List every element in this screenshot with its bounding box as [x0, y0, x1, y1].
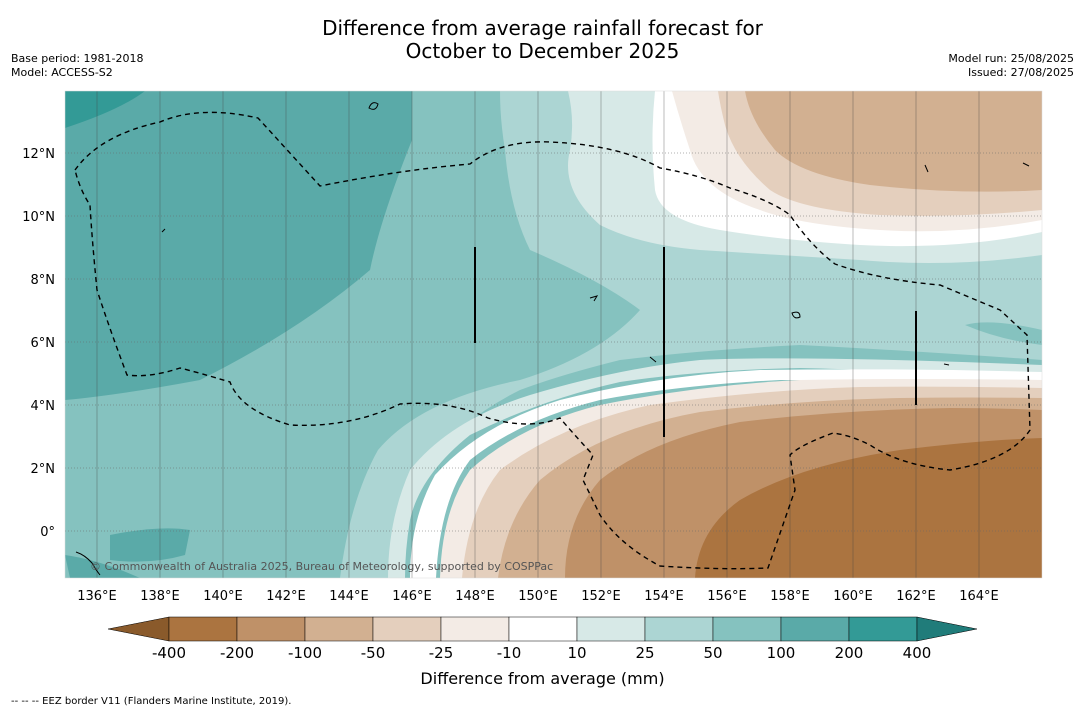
colorbar-swatch — [576, 616, 646, 642]
colorbar-label: -25 — [428, 644, 454, 662]
colorbar-swatch — [440, 616, 510, 642]
map-plot-area: © Commonwealth of Australia 2025, Bureau… — [65, 91, 1042, 578]
colorbar-swatch — [508, 616, 578, 642]
meta-right: Model run: 25/08/2025 Issued: 27/08/2025 — [948, 52, 1074, 80]
lon-label: 142°E — [266, 589, 306, 604]
lon-label: 138°E — [140, 589, 180, 604]
lat-label: 8°N — [31, 273, 56, 288]
colorbar-label: 100 — [766, 644, 796, 662]
graticule — [65, 152, 1042, 532]
colorbar-label: -400 — [151, 644, 187, 662]
lat-label: 6°N — [31, 336, 56, 351]
lon-label: 152°E — [581, 589, 621, 604]
band-100-200-sw — [65, 555, 140, 578]
base-period: Base period: 1981-2018 — [11, 52, 144, 65]
colorbar-swatch — [848, 616, 918, 642]
colorbar — [107, 616, 978, 642]
issued-date: Issued: 27/08/2025 — [967, 66, 1074, 79]
lon-label: 150°E — [518, 589, 558, 604]
lat-label: 12°N — [22, 147, 55, 162]
lon-label: 144°E — [329, 589, 369, 604]
map-title-line1: Difference from average rainfall forecas… — [322, 16, 763, 40]
meridians — [96, 91, 980, 578]
lat-label: 0° — [40, 525, 55, 540]
lon-label: 158°E — [770, 589, 810, 604]
band-minus50-100-north — [745, 91, 1042, 192]
colorbar-swatch — [780, 616, 850, 642]
lon-label: 164°E — [959, 589, 999, 604]
colorbar-swatch — [916, 616, 978, 642]
lat-axis: 12°N 10°N 8°N 6°N 4°N 2°N 0° — [22, 147, 55, 540]
lon-label: 154°E — [644, 589, 684, 604]
colorbar-label: -100 — [287, 644, 323, 662]
meta-left: Base period: 1981-2018 Model: ACCESS-S2 — [11, 52, 143, 80]
islands — [75, 102, 1030, 576]
colorbar-label: 200 — [834, 644, 864, 662]
colorbar-title: Difference from average (mm) — [420, 669, 665, 688]
colorbar-swatch — [168, 616, 238, 642]
eez-border — [74, 111, 1031, 570]
band-100-200-south — [110, 528, 190, 562]
map-title-line2: October to December 2025 — [405, 39, 680, 63]
lon-label: 160°E — [833, 589, 873, 604]
lon-label: 146°E — [392, 589, 432, 604]
colorbar-swatch — [304, 616, 374, 642]
model-name: Model: ACCESS-S2 — [11, 66, 113, 79]
lat-label: 4°N — [31, 399, 56, 414]
band-100-200 — [65, 91, 412, 400]
map-frame — [64, 90, 1043, 579]
colorbar-swatch — [712, 616, 782, 642]
colorbar-swatch — [236, 616, 306, 642]
colorbar-label: 50 — [703, 644, 723, 662]
colorbar-label: -10 — [496, 644, 522, 662]
lon-label: 148°E — [455, 589, 495, 604]
colorbar-label: 25 — [635, 644, 655, 662]
colorbar-swatch — [107, 616, 170, 642]
colorbar-label: 400 — [902, 644, 932, 662]
colorbar-label: -50 — [360, 644, 386, 662]
eez-footnote: -- -- -- EEZ border V11 (Flanders Marine… — [11, 696, 292, 707]
band-minus200-400 — [695, 438, 1042, 578]
lat-label: 2°N — [31, 462, 56, 477]
band-200-400 — [65, 91, 145, 128]
model-run: Model run: 25/08/2025 — [948, 52, 1074, 65]
lon-label: 156°E — [707, 589, 747, 604]
lon-label: 162°E — [896, 589, 936, 604]
lon-axis: 136°E 138°E 140°E 142°E 144°E 146°E 148°… — [77, 589, 999, 604]
boundary-lines — [474, 247, 917, 437]
colorbar-label: -200 — [219, 644, 255, 662]
colorbar-swatch — [644, 616, 714, 642]
lat-label: 10°N — [22, 210, 55, 225]
colorbar-label: 10 — [567, 644, 587, 662]
lon-label: 140°E — [203, 589, 243, 604]
colorbar-swatch — [372, 616, 442, 642]
copyright-credit: © Commonwealth of Australia 2025, Bureau… — [90, 560, 553, 573]
lon-label: 136°E — [77, 589, 117, 604]
